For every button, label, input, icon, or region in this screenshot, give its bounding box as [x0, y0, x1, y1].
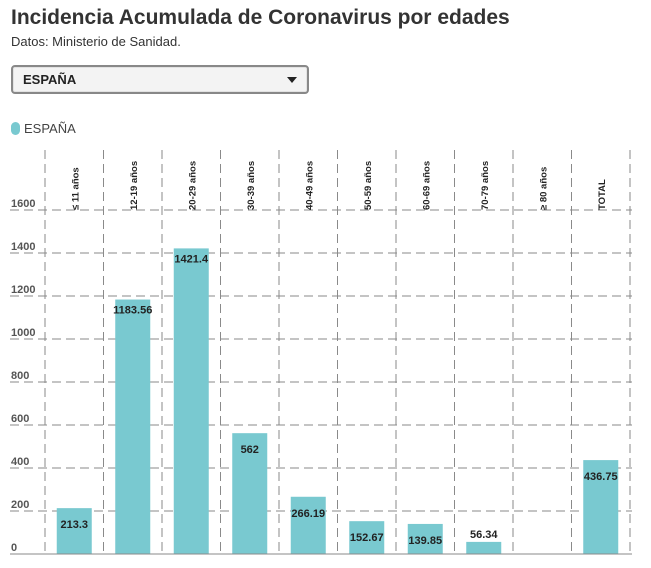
data-label: 562 [241, 444, 259, 456]
y-tick-label: 1400 [11, 241, 35, 253]
bar-7 [407, 523, 443, 554]
category-label: 70-79 años [480, 161, 491, 210]
category-label: 12-19 años [129, 161, 140, 210]
region-select-value: ESPAÑA [23, 72, 77, 87]
bar-chart: 0 200 400 600 800 1000 1200 1400 1600 213.3 ≤ 11 a… [10, 150, 632, 555]
bar-5 [290, 496, 326, 554]
y-tick-label: 1200 [11, 284, 35, 296]
chart-legend: ESPAÑA [11, 120, 76, 136]
chart-title: Incidencia Acumulada de Coronavirus por … [11, 6, 510, 29]
y-tick-label: 1000 [11, 327, 35, 339]
bar-2 [115, 299, 151, 554]
data-label: 139.85 [408, 535, 442, 547]
data-label: 436.75 [584, 471, 618, 483]
data-label: 56.34 [470, 529, 498, 541]
legend-swatch [11, 121, 20, 135]
category-label: 50-59 años [363, 161, 374, 210]
y-tick-label: 1600 [11, 198, 35, 210]
chevron-down-icon [287, 77, 297, 83]
category-label: ≥ 80 años [538, 167, 549, 210]
data-label: 152.67 [350, 532, 384, 544]
category-label: 60-69 años [421, 161, 432, 210]
y-tick-label: 800 [11, 370, 29, 382]
y-tick-label: 600 [11, 413, 29, 425]
y-tick-label: 200 [11, 499, 29, 511]
data-label: 1421.4 [174, 253, 209, 265]
y-tick-label: 400 [11, 456, 29, 468]
region-select[interactable]: ESPAÑA [11, 65, 309, 94]
category-label: TOTAL [597, 179, 608, 210]
category-label: 20-29 años [187, 161, 198, 210]
bar-8 [466, 541, 502, 554]
data-label: 1183.56 [113, 305, 152, 317]
category-label: 40-49 años [304, 161, 315, 210]
category-label: 30-39 años [246, 161, 257, 210]
bar-10 [583, 460, 619, 554]
bar-3 [173, 248, 209, 555]
data-label: 213.3 [60, 519, 88, 531]
chart-source: Datos: Ministerio de Sanidad. [11, 34, 181, 49]
bar-4 [232, 433, 268, 554]
category-label: ≤ 11 años [70, 167, 81, 210]
data-label: 266.19 [291, 508, 325, 520]
legend-label-espana: ESPAÑA [24, 120, 76, 136]
bar-6 [349, 521, 385, 554]
bar-1 [56, 508, 92, 554]
y-tick-label: 0 [11, 542, 17, 554]
